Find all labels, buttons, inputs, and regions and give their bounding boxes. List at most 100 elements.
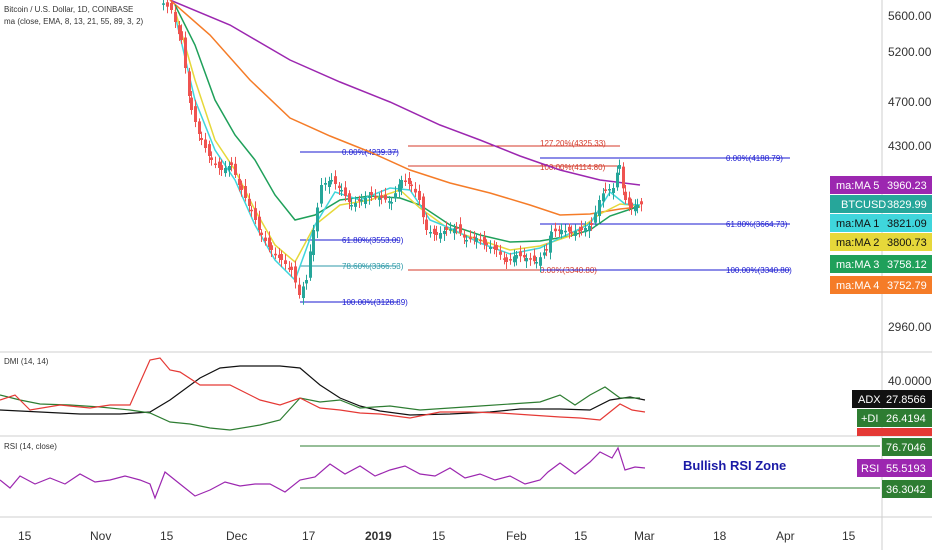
price-tick: 5200.00	[888, 45, 932, 59]
candle-body	[204, 139, 207, 148]
candle-body	[529, 258, 532, 260]
candle-body	[284, 260, 287, 264]
label-name: ma:MA 1	[836, 218, 879, 230]
candle-body	[453, 228, 456, 234]
label-value: 3829.99	[887, 199, 927, 211]
label-ma3: ma:MA 3 3758.12	[830, 255, 932, 273]
candle-body	[398, 184, 401, 192]
candle-body	[170, 2, 173, 10]
candle-body	[584, 228, 587, 233]
candle-body	[479, 239, 482, 242]
ma3-line	[174, 4, 641, 243]
candle-body	[624, 191, 627, 200]
candle-body	[174, 11, 177, 22]
candle-body	[258, 216, 261, 230]
fib-label: 0.00%(4188.79)	[726, 154, 783, 163]
candle-body	[248, 198, 251, 206]
candle-body	[519, 251, 522, 257]
candle-body	[358, 199, 361, 201]
fib-label: 100.00%(4114.80)	[540, 163, 606, 172]
candle-body	[568, 226, 571, 232]
candle-body	[334, 176, 337, 184]
candle-body	[384, 194, 387, 200]
candle-body	[634, 206, 637, 212]
candle-body	[305, 280, 308, 284]
candle-body	[588, 226, 591, 232]
time-tick: 17	[302, 529, 316, 543]
candle-body	[324, 183, 327, 185]
label-ma5: ma:MA 5 3960.23	[830, 176, 932, 194]
label-name: ma:MA 3	[836, 259, 879, 271]
candle-body	[475, 238, 478, 242]
candle-body	[309, 251, 312, 278]
candle-body	[435, 231, 438, 235]
candle-body	[483, 236, 486, 244]
candle-body	[302, 286, 305, 299]
candle-body	[539, 257, 542, 266]
candle-body	[208, 144, 211, 156]
candle-body	[459, 224, 462, 233]
price-axis[interactable]: 5600.00 5200.00 4700.00 4300.00 2960.00	[888, 9, 932, 334]
dmi-labels: ADX 27.8566 +DI 26.4194	[852, 390, 932, 436]
price-tick: 2960.00	[888, 320, 932, 334]
candlestick-series[interactable]	[162, 0, 643, 305]
candle-body	[194, 106, 197, 122]
candle-body	[280, 254, 283, 260]
candle-body	[463, 234, 466, 238]
candle-body	[598, 200, 601, 217]
candle-body	[550, 232, 553, 239]
candle-body	[240, 185, 243, 190]
rsi-name: RSI	[861, 463, 879, 475]
time-tick: 15	[842, 529, 856, 543]
candle-body	[533, 255, 536, 262]
candle-body	[370, 192, 373, 195]
price-tick: 4700.00	[888, 95, 932, 109]
candle-body	[414, 188, 417, 193]
candle-body	[294, 266, 297, 283]
fib-label: 78.60%(3366.53)	[342, 262, 404, 271]
label-ma1: ma:MA 1 3821.09	[830, 214, 932, 232]
candle-body	[495, 245, 498, 250]
candle-body	[244, 186, 247, 198]
candle-body	[499, 251, 502, 255]
candle-body	[254, 208, 257, 220]
fib-label: 100.00%(3340.80)	[726, 266, 792, 275]
candle-body	[549, 235, 552, 253]
dmi-axis-tick: 40.0000	[888, 374, 932, 388]
candle-body	[525, 258, 528, 262]
label-ma2: ma:MA 2 3800.73	[830, 233, 932, 251]
candle-body	[513, 256, 516, 263]
chart-title: Bitcoin / U.S. Dollar, 1D, COINBASE	[4, 5, 133, 14]
candle-body	[162, 3, 165, 5]
candle-body	[505, 257, 508, 262]
candle-body	[388, 201, 391, 203]
candle-body	[380, 195, 383, 198]
adx-value: 27.8566	[886, 394, 926, 406]
ma5-line	[169, 0, 641, 186]
candle-body	[290, 266, 293, 270]
candle-body	[264, 237, 267, 241]
rsi-labels: 76.7046 RSI 55.5193 36.3042	[857, 438, 932, 498]
candle-body	[330, 180, 333, 182]
candle-body	[354, 203, 357, 207]
candle-body	[214, 163, 217, 166]
candle-body	[604, 189, 607, 191]
rsi-value: 55.5193	[886, 463, 926, 475]
label-value: 3960.23	[887, 180, 927, 192]
candle-body	[418, 190, 421, 200]
fib-label: 61.80%(3553.09)	[342, 236, 404, 245]
candle-body	[429, 232, 432, 234]
time-axis[interactable]: 15 Nov 15 Dec 17 2019 15 Feb 15 Mar 18 A…	[18, 529, 856, 543]
rsi-upper-value: 76.7046	[886, 442, 926, 454]
candle-body	[316, 207, 319, 232]
candle-body	[394, 193, 397, 199]
candle-body	[602, 193, 605, 202]
candle-body	[449, 229, 452, 231]
candle-body	[422, 196, 425, 218]
candle-body	[288, 267, 291, 270]
candle-body	[493, 246, 496, 249]
candle-body	[612, 188, 615, 193]
time-tick: Mar	[634, 529, 655, 543]
